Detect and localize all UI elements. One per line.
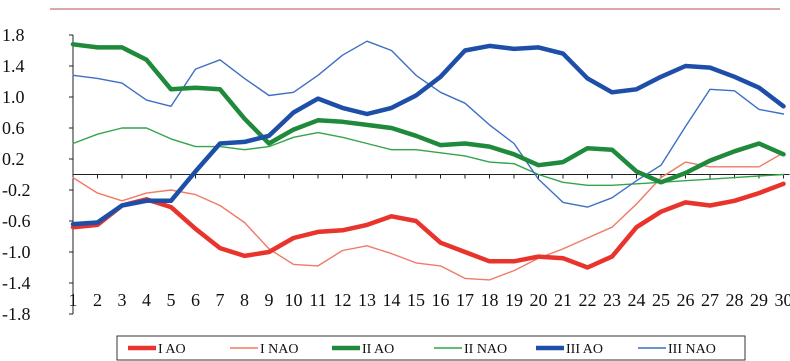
x-tick-label: 13 <box>358 290 376 310</box>
chart-legend: I AO I NAO II AO II NAO III AO III NAO <box>116 335 746 361</box>
x-tick-label: 16 <box>432 290 450 310</box>
y-tick-label: 0.6 <box>2 118 25 138</box>
x-tick-label: 30 <box>775 290 790 310</box>
x-tick-label: 23 <box>603 290 621 310</box>
legend-label: II AO <box>362 342 394 357</box>
x-tick-label: 3 <box>118 290 127 310</box>
x-tick-label: 21 <box>554 290 572 310</box>
legend-label: III NAO <box>668 342 716 357</box>
x-tick-label: 26 <box>677 290 695 310</box>
x-tick-label: 5 <box>167 290 176 310</box>
x-tick-label: 15 <box>407 290 425 310</box>
x-tick-label: 4 <box>142 290 151 310</box>
series-line-iii-nao <box>72 40 785 208</box>
x-tick-label: 14 <box>383 290 401 310</box>
x-tick-label: 20 <box>530 290 548 310</box>
x-tick-label: 6 <box>191 290 200 310</box>
series-line-iii-ao <box>70 43 786 227</box>
x-tick-label: 27 <box>701 290 719 310</box>
y-tick-label: -1.0 <box>2 242 31 262</box>
x-tick-label: 29 <box>750 290 768 310</box>
x-tick-label: 8 <box>240 290 249 310</box>
x-tick-label: 2 <box>93 290 102 310</box>
y-tick-label: -1.4 <box>2 273 31 293</box>
x-tick-label: 24 <box>628 290 646 310</box>
y-tick-label: 0.2 <box>2 149 25 169</box>
legend-label: I NAO <box>260 342 299 357</box>
x-tick-label: 25 <box>652 290 670 310</box>
legend-label: I AO <box>158 342 186 357</box>
y-tick-label: 1.4 <box>2 56 25 76</box>
y-tick-label: 1.8 <box>2 25 25 45</box>
chart-axes: 1.81.41.00.60.2-0.2-0.6-1.0-1.4-1.81 2 3 4 5… <box>2 25 790 324</box>
x-tick-label: 10 <box>285 290 303 310</box>
x-tick-label: 17 <box>456 290 474 310</box>
chart-series <box>70 40 786 281</box>
x-tick-label: 28 <box>726 290 744 310</box>
x-tick-label: 9 <box>265 290 274 310</box>
series-line-i-nao <box>72 152 785 281</box>
x-tick-label: 11 <box>309 290 326 310</box>
y-tick-label: -0.2 <box>2 180 31 200</box>
legend-label: III AO <box>566 342 603 357</box>
series-line-i-ao <box>70 181 786 270</box>
legend-label: II NAO <box>464 342 507 357</box>
x-tick-label: 22 <box>579 290 597 310</box>
x-tick-label: 12 <box>334 290 352 310</box>
y-tick-label: -0.6 <box>2 211 31 231</box>
y-tick-label: 1.0 <box>2 87 25 107</box>
x-tick-label: 19 <box>505 290 523 310</box>
y-tick-label: -1.8 <box>2 304 31 324</box>
x-tick-label: 1 <box>69 290 78 310</box>
x-tick-label: 18 <box>481 290 499 310</box>
x-tick-label: 7 <box>216 290 225 310</box>
series-line-ii-ao <box>70 42 786 185</box>
